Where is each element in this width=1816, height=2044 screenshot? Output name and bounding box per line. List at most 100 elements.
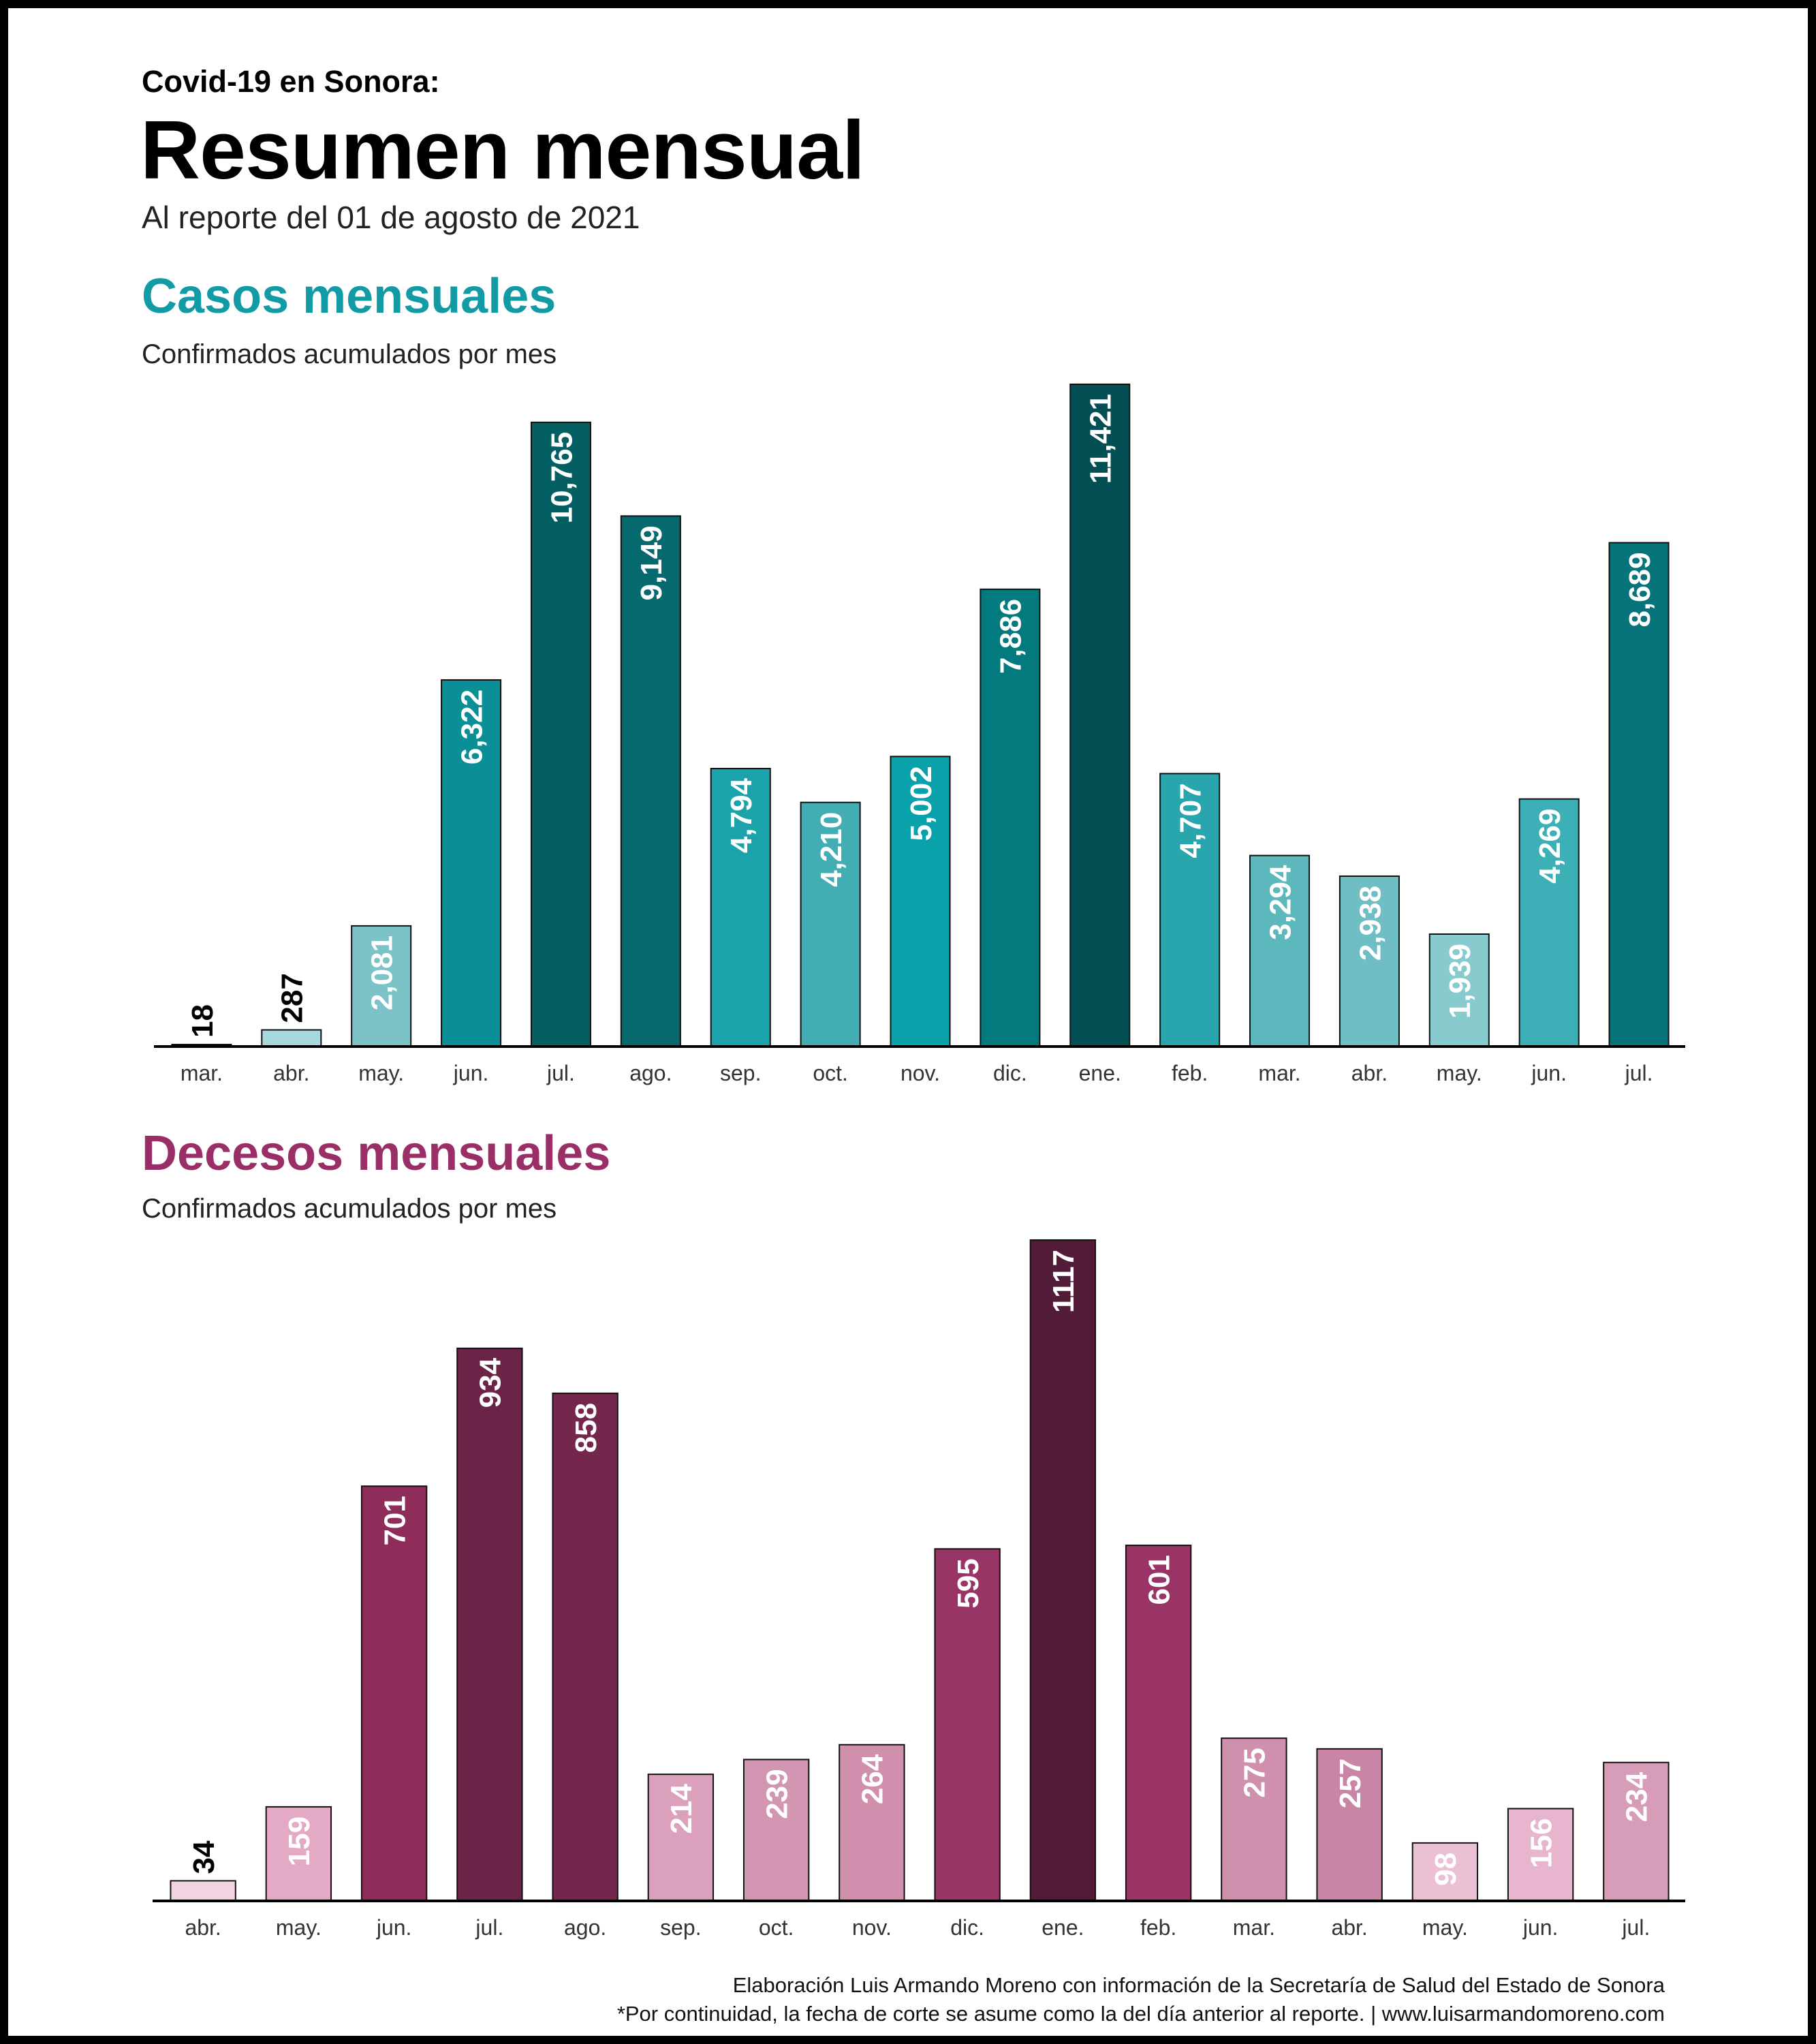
deaths-value-label: 595 (952, 1558, 985, 1608)
disclaimer-line: *Por continuidad, la fecha de corte se a… (616, 2002, 1665, 2026)
cases-bar-chart: 18 mar. 287 abr. 2,081 may. 6,322 jun. 10,765 jul… (154, 384, 1685, 1085)
deaths-value-label: 264 (856, 1754, 890, 1804)
deaths-value-label: 159 (283, 1816, 316, 1866)
deaths-value-label: 934 (474, 1357, 507, 1408)
cases-category-label: jul. (1625, 1061, 1653, 1085)
cases-bar (1338, 875, 1400, 1048)
deaths-category-label: ago. (564, 1915, 606, 1940)
deaths-bar (1507, 1808, 1574, 1902)
cases-bar (980, 588, 1041, 1047)
deaths-bar-chart: 34 abr. 159 may. 701 jun. 934 jul. 858 ago. 214 sep… (153, 1239, 1685, 1940)
deaths-value-label: 34 (187, 1840, 221, 1874)
cases-value-label: 2,938 (1353, 886, 1387, 961)
cases-value-label: 4,210 (815, 812, 848, 887)
cases-value-label: 11,421 (1084, 394, 1118, 484)
deaths-bar (1125, 1545, 1192, 1902)
deaths-value-label: 234 (1621, 1771, 1654, 1822)
cases-bar (1428, 933, 1490, 1047)
deaths-bar (170, 1880, 236, 1902)
cases-category-label: jul. (546, 1061, 575, 1085)
cases-category-label: ago. (629, 1061, 672, 1085)
cases-value-label: 9,149 (635, 525, 668, 600)
cases-bar (1249, 854, 1311, 1047)
deaths-value-label: 156 (1524, 1818, 1558, 1868)
deaths-bar (1221, 1737, 1287, 1902)
deaths-category-label: ene. (1042, 1915, 1084, 1940)
deaths-category-label: dic. (950, 1915, 984, 1940)
cases-value-label: 4,794 (725, 777, 758, 853)
deaths-category-label: jun. (376, 1915, 412, 1940)
cases-value-label: 10,765 (545, 432, 578, 524)
deaths-bar (552, 1392, 619, 1902)
deaths-bar (1029, 1239, 1097, 1902)
cases-value-label: 18 (186, 1004, 219, 1038)
deaths-category-label: jul. (1621, 1915, 1650, 1940)
cases-bar (1608, 542, 1670, 1048)
deaths-bar (456, 1347, 523, 1902)
deaths-bar (265, 1806, 332, 1902)
cases-bar (351, 925, 412, 1047)
page-title: Resumen mensual (140, 104, 865, 196)
cases-value-label: 287 (276, 973, 309, 1023)
deaths-category-label: oct. (759, 1915, 794, 1940)
deaths-category-label: may. (1422, 1915, 1468, 1940)
cases-category-label: jun. (1531, 1061, 1567, 1085)
deaths-value-label: 601 (1142, 1555, 1176, 1605)
deaths-bar (360, 1485, 428, 1902)
cases-category-label: abr. (273, 1061, 309, 1085)
deaths-value-label: 1117 (1047, 1250, 1080, 1313)
deaths-value-label: 98 (1429, 1853, 1462, 1886)
cases-bar (261, 1029, 322, 1047)
cases-category-label: ene. (1079, 1061, 1121, 1085)
cases-category-label: abr. (1351, 1061, 1388, 1085)
cases-category-label: feb. (1172, 1061, 1208, 1085)
cases-value-label: 6,322 (455, 690, 488, 764)
deaths-category-label: abr. (185, 1915, 221, 1940)
deaths-bar (839, 1744, 905, 1902)
deaths-category-label: feb. (1140, 1915, 1176, 1940)
deaths-category-label: may. (276, 1915, 322, 1940)
cases-bar (890, 756, 951, 1047)
cases-value-label: 7,886 (995, 599, 1028, 674)
deaths-category-label: abr. (1331, 1915, 1367, 1940)
deaths-category-label: jun. (1522, 1915, 1559, 1940)
cases-category-label: mar. (181, 1061, 223, 1085)
cases-category-label: jun. (453, 1061, 489, 1085)
deaths-value-label: 239 (760, 1769, 794, 1818)
deaths-value-label: 214 (665, 1784, 698, 1834)
report-date: Al reporte del 01 de agosto de 2021 (142, 200, 640, 235)
deaths-category-label: nov. (852, 1915, 892, 1940)
cases-value-label: 2,081 (366, 935, 399, 1010)
deaths-bar (1316, 1748, 1383, 1902)
cases-category-label: nov. (901, 1061, 940, 1085)
cases-category-label: oct. (813, 1061, 848, 1085)
cases-value-label: 5,002 (905, 766, 938, 841)
cases-chart-title: Casos mensuales (142, 269, 557, 324)
cases-category-label: may. (358, 1061, 404, 1085)
credit-line: Elaboración Luis Armando Moreno con info… (732, 1973, 1665, 1997)
deaths-value-label: 858 (569, 1403, 603, 1453)
deaths-value-label: 257 (1334, 1759, 1367, 1808)
deaths-value-label: 701 (378, 1496, 411, 1545)
cases-value-label: 3,294 (1264, 865, 1297, 940)
cases-bar (441, 679, 502, 1047)
cases-category-label: may. (1437, 1061, 1482, 1085)
deaths-chart-title: Decesos mensuales (142, 1126, 611, 1181)
deaths-category-label: jul. (475, 1915, 503, 1940)
cases-value-label: 4,707 (1174, 783, 1207, 858)
cases-bar (1069, 384, 1131, 1047)
cases-value-label: 1,939 (1443, 944, 1477, 1019)
kicker-title: Covid-19 en Sonora: (142, 64, 440, 99)
cases-category-label: dic. (993, 1061, 1027, 1085)
cases-bar (1159, 773, 1221, 1047)
cases-category-label: sep. (720, 1061, 761, 1085)
deaths-bar (1603, 1761, 1670, 1902)
cases-chart-subtitle: Confirmados acumulados por mes (142, 339, 557, 369)
cases-value-label: 4,269 (1533, 809, 1567, 884)
deaths-value-label: 275 (1238, 1748, 1272, 1797)
cases-bar (1518, 798, 1580, 1047)
deaths-chart-subtitle: Confirmados acumulados por mes (142, 1194, 557, 1224)
cases-category-label: mar. (1258, 1061, 1300, 1085)
deaths-category-label: sep. (660, 1915, 701, 1940)
